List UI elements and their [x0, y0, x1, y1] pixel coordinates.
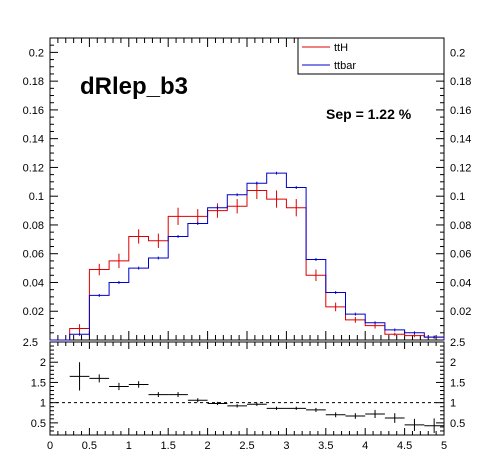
ratio-x-tick-label: 4 [362, 440, 368, 452]
ratio-x-tick-label: 5 [441, 440, 447, 452]
top-y-tick-label-right: 0.08 [450, 220, 471, 232]
ratio-y-tick-label-left: 2 [40, 357, 46, 369]
ratio-panel: 0.511.52 0.511.52 0 0.5 1 1.5 2 2.5 3 3.5 4 4.5 5 … [23, 337, 466, 452]
top-y-tick-label-left: 0.06 [23, 249, 44, 261]
ratio-x-tick-label: 2.5 [239, 440, 254, 452]
top-y-tick-label-left: 0.02 [23, 306, 44, 318]
legend: ttH ttbar [297, 37, 445, 75]
ratio-y-tick-label-right: 1 [450, 398, 456, 410]
top-y-tick-label-left: 0.2 [29, 47, 44, 59]
ratio-x-tick-label: 2 [205, 440, 211, 452]
ratio-x-tick-label: 4.5 [397, 440, 412, 452]
top-y-tick-label-right: 0.18 [450, 76, 471, 88]
top-y-tick-labels-right: 0.02 0.04 0.06 0.08 0.1 0.12 0.14 0.16 0.18 0.2 [450, 47, 471, 318]
ratio-x-tick-label: 1 [126, 440, 132, 452]
top-y-tick-label-left: 0.1 [29, 191, 44, 203]
ratio-axis-ticks [49, 341, 445, 436]
top-y-tick-label-right: 0.16 [450, 105, 471, 117]
top-y-tick-label-left: 0.18 [23, 76, 44, 88]
top-y-tick-label-right: 0.06 [450, 249, 471, 261]
ratio-y-tick-label-right: 1.5 [450, 377, 465, 389]
top-y-tick-label-left: 0.14 [23, 134, 44, 146]
top-y-tick-label-left: 0.08 [23, 220, 44, 232]
ratio-y-tick-label-left: 1 [40, 398, 46, 410]
top-y-tick-labels-left: 0.02 0.04 0.06 0.08 0.1 0.12 0.14 0.16 0.18 0.2 [23, 47, 44, 318]
ratio-x-tick-label: 0 [47, 440, 53, 452]
ratio-x-tick-labels: 0 0.5 1 1.5 2 2.5 3 3.5 4 4.5 5 [47, 440, 447, 452]
ratio-x-tick-label: 3.5 [318, 440, 333, 452]
ratio-y-tick-labels-right: 0.5 1 1.5 2 [450, 357, 465, 430]
ratio-points-group [69, 362, 444, 433]
ratio-y-edge-label-left: 2.5 [23, 337, 38, 349]
top-y-tick-label-right: 0.1 [450, 191, 465, 203]
histogram-ttbar [50, 172, 445, 341]
separation-annotation: Sep = 1.22 % [326, 106, 412, 122]
ratio-y-tick-labels-left: 0.5 1 1.5 2 [31, 357, 46, 430]
ratio-x-tick-label: 3 [283, 440, 289, 452]
top-y-tick-label-right: 0.2 [450, 47, 465, 59]
top-series-group [50, 171, 445, 341]
top-y-tick-label-left: 0.12 [23, 162, 44, 174]
top-y-tick-label-left: 0.04 [23, 277, 44, 289]
ratio-x-tick-label: 0.5 [82, 440, 97, 452]
legend-label-tth: ttH [334, 42, 348, 54]
top-y-tick-label-right: 0.04 [450, 277, 471, 289]
ratio-y-edge-label-right: 2.5 [450, 337, 465, 349]
top-y-tick-label-left: 0.16 [23, 105, 44, 117]
ratio-x-tick-label: 1.5 [161, 440, 176, 452]
ratio-y-tick-label-right: 2 [450, 357, 456, 369]
ratio-y-tick-label-left: 0.5 [31, 418, 46, 430]
top-y-tick-label-right: 0.02 [450, 306, 471, 318]
chart-title: dRlep_b3 [80, 73, 188, 100]
legend-label-ttbar: ttbar [334, 60, 356, 72]
ratio-y-tick-label-left: 1.5 [31, 377, 46, 389]
top-histogram-panel: 0.02 0.04 0.06 0.08 0.1 0.12 0.14 0.16 0.18 0.2 0… [23, 37, 471, 341]
ratio-y-tick-label-right: 0.5 [450, 418, 465, 430]
top-y-tick-label-right: 0.14 [450, 134, 471, 146]
top-y-tick-label-right: 0.12 [450, 162, 471, 174]
legend-box [297, 37, 445, 75]
